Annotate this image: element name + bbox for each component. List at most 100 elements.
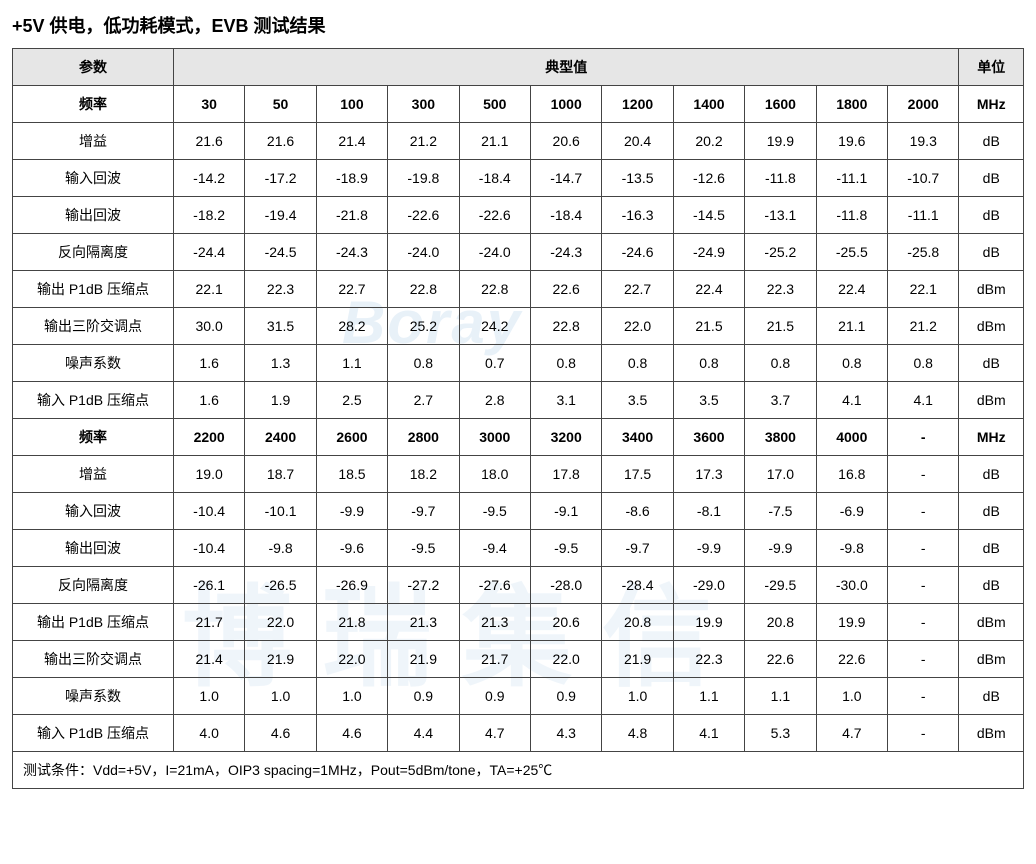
cell: -13.1 <box>745 197 816 234</box>
data-row-nf-2: 噪声系数 1.01.01.00.90.90.91.01.11.11.0- dB <box>13 678 1024 715</box>
cell: - <box>888 456 959 493</box>
param-label: 输入 P1dB 压缩点 <box>13 715 174 752</box>
data-row-oip3-1: 输出三阶交调点 30.031.528.225.224.222.822.021.5… <box>13 308 1024 345</box>
freq-val: 30 <box>173 86 244 123</box>
cell: -9.1 <box>530 493 601 530</box>
freq-row-2: 频率 2200 2400 2600 2800 3000 3200 3400 36… <box>13 419 1024 456</box>
unit-cell: dB <box>959 567 1024 604</box>
cell: 1.6 <box>173 345 244 382</box>
cell: -9.9 <box>745 530 816 567</box>
freq-val: 500 <box>459 86 530 123</box>
data-row-outrl-2: 输出回波 -10.4-9.8-9.6-9.5-9.4-9.5-9.7-9.9-9… <box>13 530 1024 567</box>
cell: 24.2 <box>459 308 530 345</box>
data-row-nf-1: 噪声系数 1.61.31.10.80.70.80.80.80.80.80.8 d… <box>13 345 1024 382</box>
header-row-1: 参数 典型值 单位 <box>13 49 1024 86</box>
unit-cell: dB <box>959 530 1024 567</box>
cell: -9.9 <box>316 493 387 530</box>
param-label: 输出三阶交调点 <box>13 641 174 678</box>
cell: 4.6 <box>316 715 387 752</box>
cell: - <box>888 530 959 567</box>
freq-val: - <box>888 419 959 456</box>
freq-unit: MHz <box>959 86 1024 123</box>
freq-val: 2000 <box>888 86 959 123</box>
cell: -16.3 <box>602 197 673 234</box>
cell: -25.8 <box>888 234 959 271</box>
unit-cell: dBm <box>959 604 1024 641</box>
freq-val: 1800 <box>816 86 887 123</box>
cell: 22.7 <box>602 271 673 308</box>
cell: 17.0 <box>745 456 816 493</box>
cell: 19.9 <box>816 604 887 641</box>
data-row-inrl-1: 输入回波 -14.2-17.2-18.9-19.8-18.4-14.7-13.5… <box>13 160 1024 197</box>
cell: 1.1 <box>745 678 816 715</box>
param-label: 输入回波 <box>13 160 174 197</box>
cell: 1.3 <box>245 345 316 382</box>
freq-val: 300 <box>388 86 459 123</box>
unit-cell: dB <box>959 234 1024 271</box>
freq-val: 2200 <box>173 419 244 456</box>
param-label: 输出回波 <box>13 530 174 567</box>
cell: 20.8 <box>745 604 816 641</box>
cell: -14.2 <box>173 160 244 197</box>
cell: 4.1 <box>816 382 887 419</box>
data-row-iso-1: 反向隔离度 -24.4-24.5-24.3-24.0-24.0-24.3-24.… <box>13 234 1024 271</box>
cell: -10.4 <box>173 530 244 567</box>
cell: -24.3 <box>316 234 387 271</box>
cell: -22.6 <box>388 197 459 234</box>
cell: 1.1 <box>316 345 387 382</box>
data-row-ip1db-1: 输入 P1dB 压缩点 1.61.92.52.72.83.13.53.53.74… <box>13 382 1024 419</box>
col-typical: 典型值 <box>173 49 959 86</box>
param-label: 输出回波 <box>13 197 174 234</box>
cell: 1.0 <box>173 678 244 715</box>
cell: -9.7 <box>388 493 459 530</box>
cell: - <box>888 567 959 604</box>
param-label: 反向隔离度 <box>13 567 174 604</box>
freq-label: 频率 <box>13 419 174 456</box>
cell: -10.7 <box>888 160 959 197</box>
cell: 21.1 <box>816 308 887 345</box>
cell: 19.9 <box>745 123 816 160</box>
cell: -9.5 <box>530 530 601 567</box>
cell: -26.1 <box>173 567 244 604</box>
cell: 21.9 <box>245 641 316 678</box>
cell: -18.4 <box>530 197 601 234</box>
unit-cell: dBm <box>959 641 1024 678</box>
cell: 21.3 <box>459 604 530 641</box>
cell: 4.6 <box>245 715 316 752</box>
cell: 0.8 <box>673 345 744 382</box>
cell: -24.6 <box>602 234 673 271</box>
cell: -19.4 <box>245 197 316 234</box>
footer-row: 测试条件：Vdd=+5V，I=21mA，OIP3 spacing=1MHz，Po… <box>13 752 1024 789</box>
cell: -17.2 <box>245 160 316 197</box>
cell: 20.6 <box>530 604 601 641</box>
cell: -21.8 <box>316 197 387 234</box>
cell: 20.6 <box>530 123 601 160</box>
cell: 0.9 <box>530 678 601 715</box>
cell: 21.1 <box>459 123 530 160</box>
cell: 1.6 <box>173 382 244 419</box>
param-label: 输入回波 <box>13 493 174 530</box>
freq-val: 3400 <box>602 419 673 456</box>
freq-val: 1000 <box>530 86 601 123</box>
cell: 19.0 <box>173 456 244 493</box>
cell: 21.9 <box>388 641 459 678</box>
cell: - <box>888 678 959 715</box>
table-wrapper: Boray 博瑞集信 参数 典型值 单位 频率 30 50 100 300 50… <box>12 48 1024 789</box>
cell: 18.0 <box>459 456 530 493</box>
cell: 22.1 <box>888 271 959 308</box>
cell: 22.4 <box>816 271 887 308</box>
cell: 4.7 <box>459 715 530 752</box>
freq-val: 3000 <box>459 419 530 456</box>
cell: 21.2 <box>388 123 459 160</box>
freq-val: 3600 <box>673 419 744 456</box>
cell: 21.4 <box>316 123 387 160</box>
cell: 21.5 <box>745 308 816 345</box>
cell: 22.0 <box>316 641 387 678</box>
cell: -29.5 <box>745 567 816 604</box>
cell: 22.6 <box>530 271 601 308</box>
cell: -26.9 <box>316 567 387 604</box>
cell: -12.6 <box>673 160 744 197</box>
param-label: 噪声系数 <box>13 345 174 382</box>
data-row-oip3-2: 输出三阶交调点 21.421.922.021.921.722.021.922.3… <box>13 641 1024 678</box>
cell: 25.2 <box>388 308 459 345</box>
